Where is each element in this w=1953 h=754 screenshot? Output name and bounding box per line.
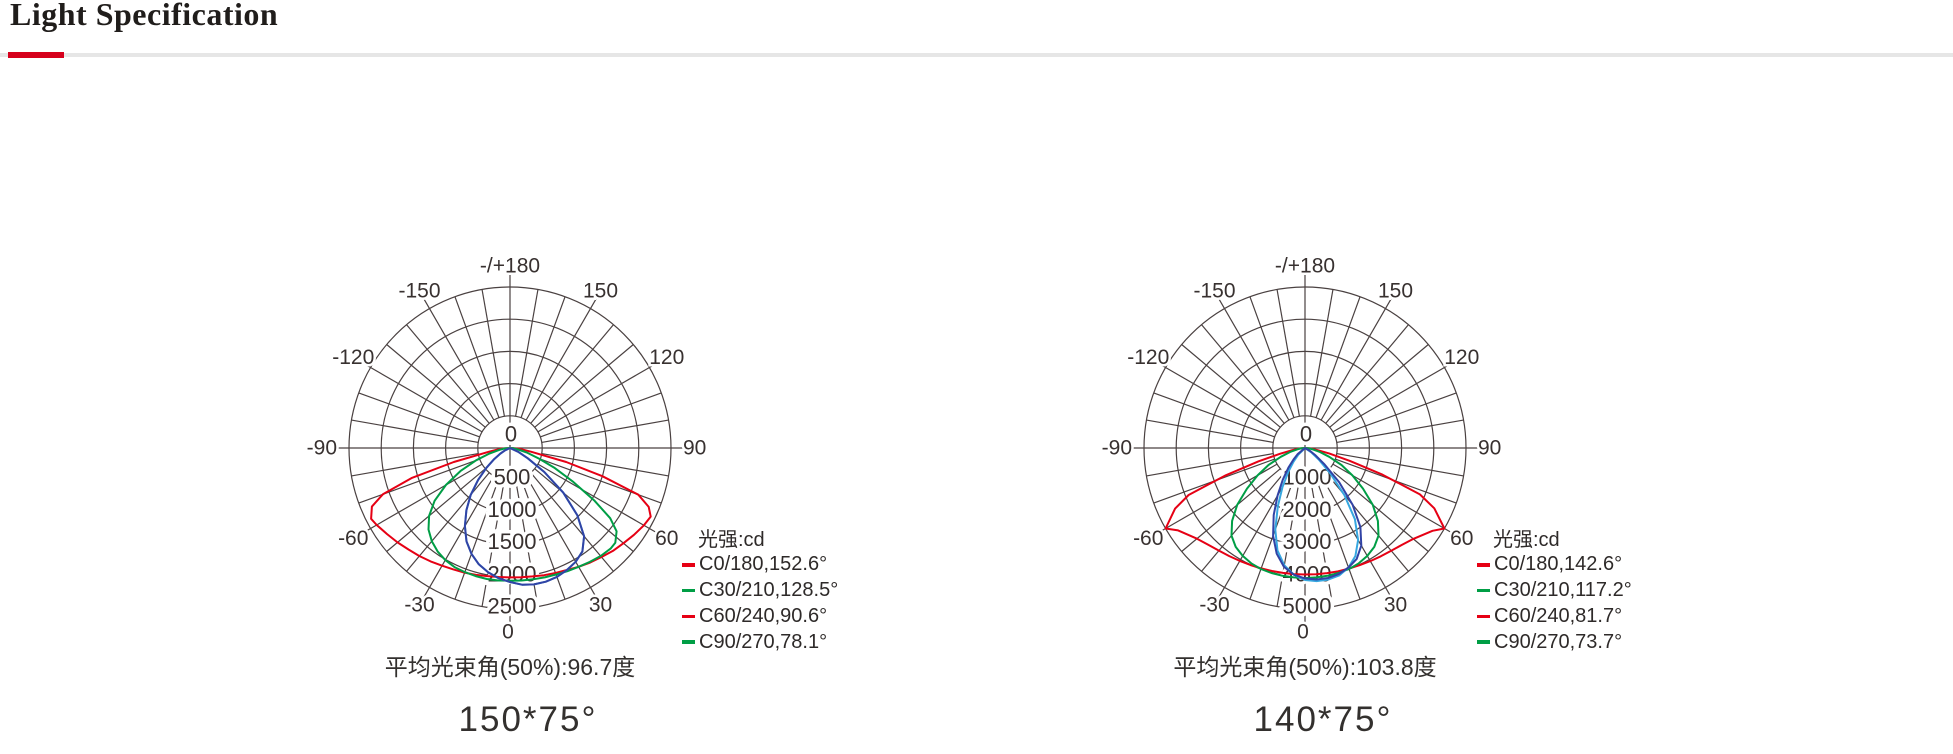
legend-label-c0: C0/180,142.6° (1494, 553, 1623, 576)
svg-text:3000: 3000 (1283, 529, 1332, 554)
svg-text:-60: -60 (338, 527, 368, 550)
angle-labels: -/+180 150 120 90 60 30 0 -30 -60 -90 -120 -150 (1099, 252, 1504, 646)
svg-text:500: 500 (494, 465, 531, 490)
legend-swatch-c0 (1477, 563, 1490, 567)
svg-text:-30: -30 (404, 593, 434, 616)
svg-text:2500: 2500 (488, 594, 537, 619)
curve-C60/240 (1272, 447, 1363, 581)
svg-text:1500: 1500 (488, 529, 537, 554)
svg-text:90: 90 (1478, 437, 1501, 460)
svg-text:-60: -60 (1133, 527, 1163, 550)
svg-text:-120: -120 (1127, 346, 1169, 369)
svg-text:90: 90 (683, 437, 706, 460)
distribution-curves (1164, 447, 1446, 583)
svg-text:-150: -150 (1193, 280, 1235, 303)
legend-item: C30/210,117.2° (1477, 578, 1697, 604)
beam-size-label-left: 150*75° (458, 700, 598, 739)
svg-text:150: 150 (583, 280, 618, 303)
beam-angle-caption-left: 平均光束角(50%):96.7度 (384, 654, 636, 680)
title-rule (0, 53, 1953, 57)
legend-swatch-c90 (1477, 640, 1490, 645)
svg-text:30: 30 (589, 593, 612, 616)
svg-text:1000: 1000 (488, 497, 537, 522)
svg-text:5000: 5000 (1283, 594, 1332, 619)
distribution-curves (370, 447, 652, 586)
svg-text:60: 60 (1450, 527, 1473, 550)
svg-text:-120: -120 (332, 346, 374, 369)
curve-C0/180 (370, 447, 652, 579)
svg-text:-/+180: -/+180 (480, 255, 540, 278)
svg-text:-30: -30 (1199, 593, 1229, 616)
svg-text:120: 120 (649, 346, 684, 369)
beam-size-label-right: 140*75° (1253, 700, 1393, 739)
svg-text:-/+180: -/+180 (1275, 255, 1335, 278)
legend-item: C0/180,142.6° (1477, 552, 1697, 578)
legend-swatch-c30 (1477, 588, 1490, 593)
legend-item: C90/270,78.1° (682, 629, 902, 655)
svg-text:120: 120 (1444, 346, 1479, 369)
legend-swatch-c60 (682, 614, 695, 619)
legend-item: C0/180,152.6° (682, 552, 902, 578)
svg-text:60: 60 (655, 527, 678, 550)
svg-text:-90: -90 (307, 437, 337, 460)
svg-text:-150: -150 (398, 280, 440, 303)
svg-text:2000: 2000 (1283, 497, 1332, 522)
legend-label-c30: C30/210,117.2° (1494, 579, 1632, 602)
legend-label-c0: C0/180,152.6° (699, 553, 828, 576)
polar-plot-left: -/+180 150 120 90 60 30 0 -30 -60 -90 -120 -150 0 500… (304, 252, 709, 646)
legend-left: 光强:cd C0/180,152.6° C30/210,128.5° C60/2… (682, 528, 902, 655)
angle-labels: -/+180 150 120 90 60 30 0 -30 -60 -90 -120 -150 (304, 252, 709, 646)
polar-grid (1130, 269, 1480, 625)
legend-item: C60/240,81.7° (1477, 604, 1697, 630)
legend-item: C60/240,90.6° (682, 604, 902, 630)
legend-label-c30: C30/210,128.5° (699, 579, 839, 602)
page-title: Light Specification (10, 0, 279, 32)
svg-text:0: 0 (1300, 422, 1312, 447)
title-accent-bar (8, 52, 64, 58)
svg-text:-90: -90 (1102, 437, 1132, 460)
polar-plot-right: -/+1801501209060300-30-60-90-120-1500100… (1099, 252, 1504, 646)
legend-item: C90/270,73.7° (1477, 629, 1697, 655)
legend-right: 光强:cd C0/180,142.6° C30/210,117.2° C60/2… (1477, 528, 1697, 655)
svg-text:0: 0 (1297, 621, 1309, 644)
legend-label-c90: C90/270,73.7° (1494, 630, 1623, 653)
legend-swatch-c30 (682, 588, 695, 593)
beam-angle-caption-right: 平均光束角(50%):103.8度 (1173, 654, 1437, 680)
curve-C0/180 (1164, 447, 1446, 576)
svg-text:0: 0 (505, 422, 517, 447)
intensity-unit-label: 光强:cd (1493, 529, 1560, 551)
curve-C60/240 (463, 447, 586, 586)
svg-text:150: 150 (1378, 280, 1413, 303)
legend-swatch-c60 (1477, 614, 1490, 619)
svg-text:0: 0 (502, 621, 514, 644)
legend-swatch-c0 (682, 563, 695, 567)
svg-text:30: 30 (1384, 593, 1407, 616)
legend-item: C30/210,128.5° (682, 578, 902, 604)
legend-label-c60: C60/240,81.7° (1494, 604, 1623, 627)
intensity-unit-label: 光强:cd (698, 529, 765, 551)
legend-label-c60: C60/240,90.6° (699, 604, 828, 627)
legend-label-c90: C90/270,78.1° (699, 630, 828, 653)
curve-C90/270 (1274, 447, 1360, 583)
curve-C30/210 (427, 447, 618, 582)
legend-swatch-c90 (682, 640, 695, 645)
